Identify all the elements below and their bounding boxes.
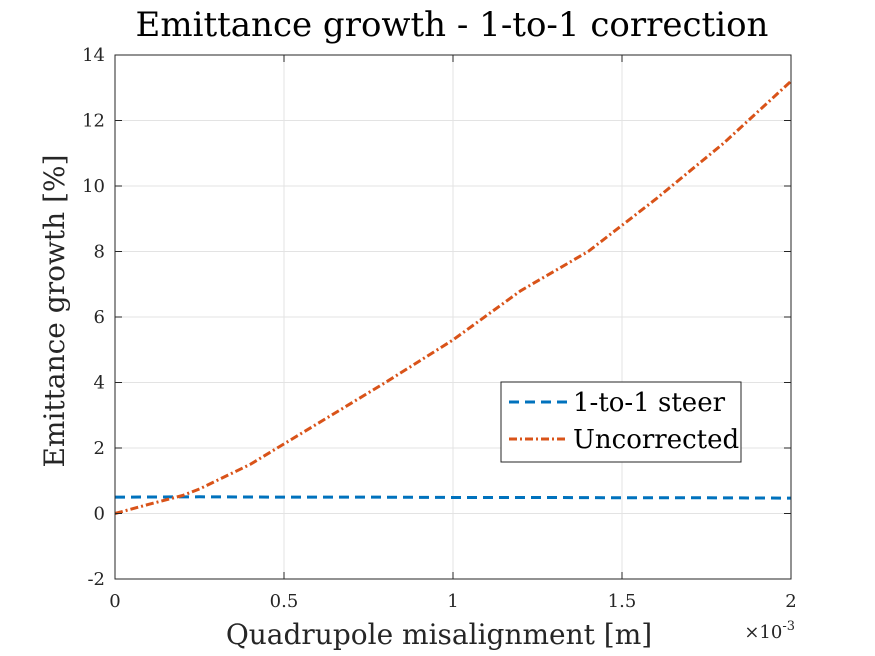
y-tick-label: 4 xyxy=(94,373,105,394)
y-tick-label: 14 xyxy=(82,45,105,66)
legend-entry-1-to-1-steer: 1-to-1 steer xyxy=(573,388,726,418)
x-tick-label: 2 xyxy=(785,591,796,612)
x-axis-exponent: ×10-3 xyxy=(744,619,795,643)
legend: 1-to-1 steer Uncorrected xyxy=(500,381,742,463)
plot-series xyxy=(114,80,793,515)
legend-entry-uncorrected: Uncorrected xyxy=(573,425,739,455)
y-tick-label: -2 xyxy=(87,569,105,590)
y-tick-label: 6 xyxy=(94,307,105,328)
y-tick-label: 10 xyxy=(82,176,105,197)
y-axis-label: Emittance growth [%] xyxy=(38,154,71,467)
series-line-uncorrected xyxy=(114,80,793,515)
grid-lines xyxy=(114,54,792,580)
x-exponent-base: ×10 xyxy=(744,622,782,643)
x-tick-label: 0 xyxy=(109,591,120,612)
series-line-1-to-1-steer xyxy=(114,495,792,500)
y-tick-label: 0 xyxy=(94,504,105,525)
y-tick-label: 8 xyxy=(94,242,105,263)
x-tick-label: 0.5 xyxy=(270,591,299,612)
x-tick-label: 1 xyxy=(447,591,458,612)
y-tick-label: 12 xyxy=(82,111,105,132)
x-axis-label: Quadrupole misalignment [m] xyxy=(226,618,652,651)
x-tick-label: 1.5 xyxy=(608,591,637,612)
x-exponent-power: -3 xyxy=(782,619,795,634)
chart-title: Emittance growth - 1-to-1 correction xyxy=(136,5,769,45)
y-tick-label: 2 xyxy=(94,438,105,459)
legend-box xyxy=(500,381,742,463)
